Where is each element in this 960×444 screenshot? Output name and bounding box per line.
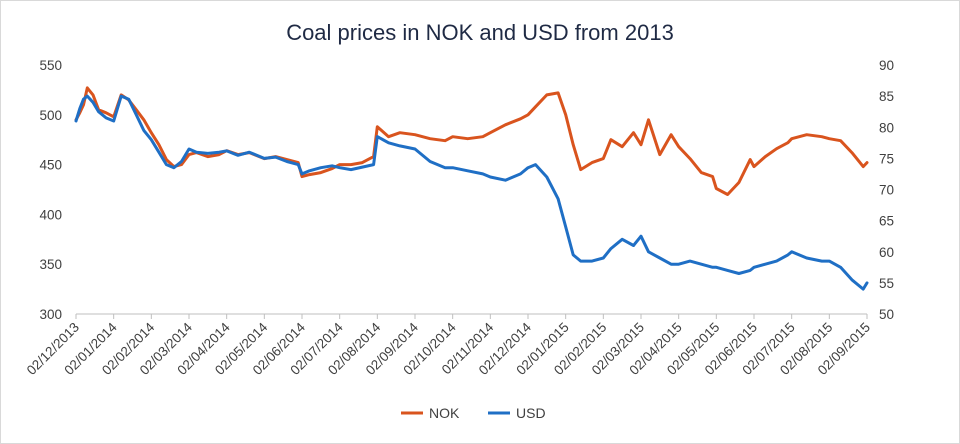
right-tick-label: 85	[879, 89, 894, 104]
right-tick-label: 90	[879, 58, 894, 73]
series-layer	[74, 86, 869, 291]
left-tick-label: 500	[39, 108, 62, 123]
right-tick-label: 70	[879, 183, 894, 198]
left-tick-label: 300	[39, 307, 62, 322]
right-tick-label: 55	[879, 276, 894, 291]
legend-label-nok: NOK	[429, 405, 460, 421]
left-tick-label: 400	[39, 207, 62, 222]
right-tick-label: 60	[879, 245, 894, 260]
chart-title: Coal prices in NOK and USD from 2013	[286, 20, 674, 45]
right-tick-label: 65	[879, 214, 894, 229]
left-tick-label: 450	[39, 158, 62, 173]
left-axis-ticks: 550 500 450 400 350 300	[39, 58, 62, 322]
left-tick-label: 350	[39, 257, 62, 272]
x-axis-ticks: 02/12/201302/01/201402/02/201402/03/2014…	[24, 314, 873, 378]
right-tick-label: 80	[879, 120, 894, 135]
legend-label-usd: USD	[516, 405, 546, 421]
right-tick-label: 50	[879, 307, 894, 322]
legend: NOK USD	[401, 405, 546, 421]
series-line-nok	[74, 86, 869, 196]
right-axis-ticks: 90 85 80 75 70 65 60 55 50	[879, 58, 894, 322]
right-tick-label: 75	[879, 151, 894, 166]
left-tick-label: 550	[39, 58, 62, 73]
series-line-usd	[74, 94, 869, 291]
